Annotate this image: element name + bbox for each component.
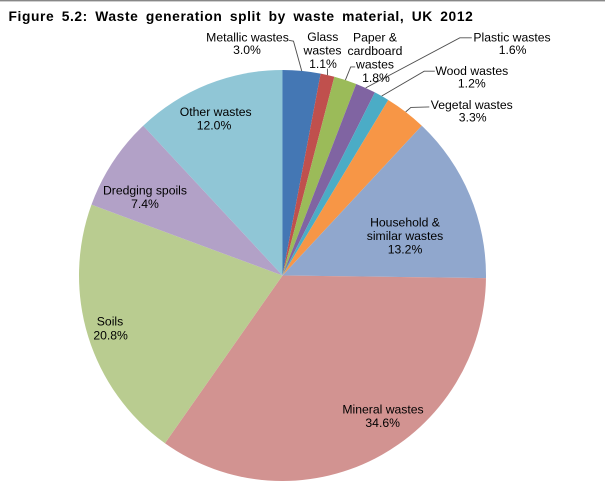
svg-text:1.1%: 1.1% bbox=[309, 57, 337, 71]
svg-text:Dredging spoils: Dredging spoils bbox=[103, 183, 187, 197]
svg-text:Other wastes: Other wastes bbox=[180, 105, 252, 119]
svg-text:similar wastes: similar wastes bbox=[367, 229, 444, 243]
svg-text:34.6%: 34.6% bbox=[365, 416, 400, 430]
svg-text:Figure 5.2: Waste generation s: Figure 5.2: Waste generation split by wa… bbox=[9, 9, 474, 24]
svg-text:1.6%: 1.6% bbox=[499, 43, 527, 57]
svg-text:7.4%: 7.4% bbox=[131, 197, 159, 211]
svg-text:Mineral wastes: Mineral wastes bbox=[342, 403, 423, 417]
svg-text:Household &: Household & bbox=[370, 215, 440, 229]
svg-text:1.8%: 1.8% bbox=[362, 71, 390, 85]
svg-text:wastes: wastes bbox=[355, 58, 394, 72]
svg-text:20.8%: 20.8% bbox=[93, 329, 128, 343]
svg-text:cardboard: cardboard bbox=[348, 44, 403, 58]
svg-text:13.2%: 13.2% bbox=[388, 243, 423, 257]
svg-text:1.2%: 1.2% bbox=[458, 77, 486, 91]
svg-text:Vegetal wastes: Vegetal wastes bbox=[431, 98, 513, 112]
svg-text:Paper &: Paper & bbox=[353, 31, 397, 45]
svg-text:wastes: wastes bbox=[303, 44, 342, 58]
svg-text:Soils: Soils bbox=[97, 315, 123, 329]
svg-text:Metallic wastes: Metallic wastes bbox=[206, 30, 289, 44]
svg-text:3.3%: 3.3% bbox=[459, 110, 487, 124]
svg-text:Plastic wastes: Plastic wastes bbox=[473, 30, 550, 44]
svg-text:Glass: Glass bbox=[307, 30, 338, 44]
svg-text:3.0%: 3.0% bbox=[233, 43, 261, 57]
svg-text:Wood wastes: Wood wastes bbox=[435, 64, 508, 78]
svg-text:12.0%: 12.0% bbox=[197, 119, 232, 133]
